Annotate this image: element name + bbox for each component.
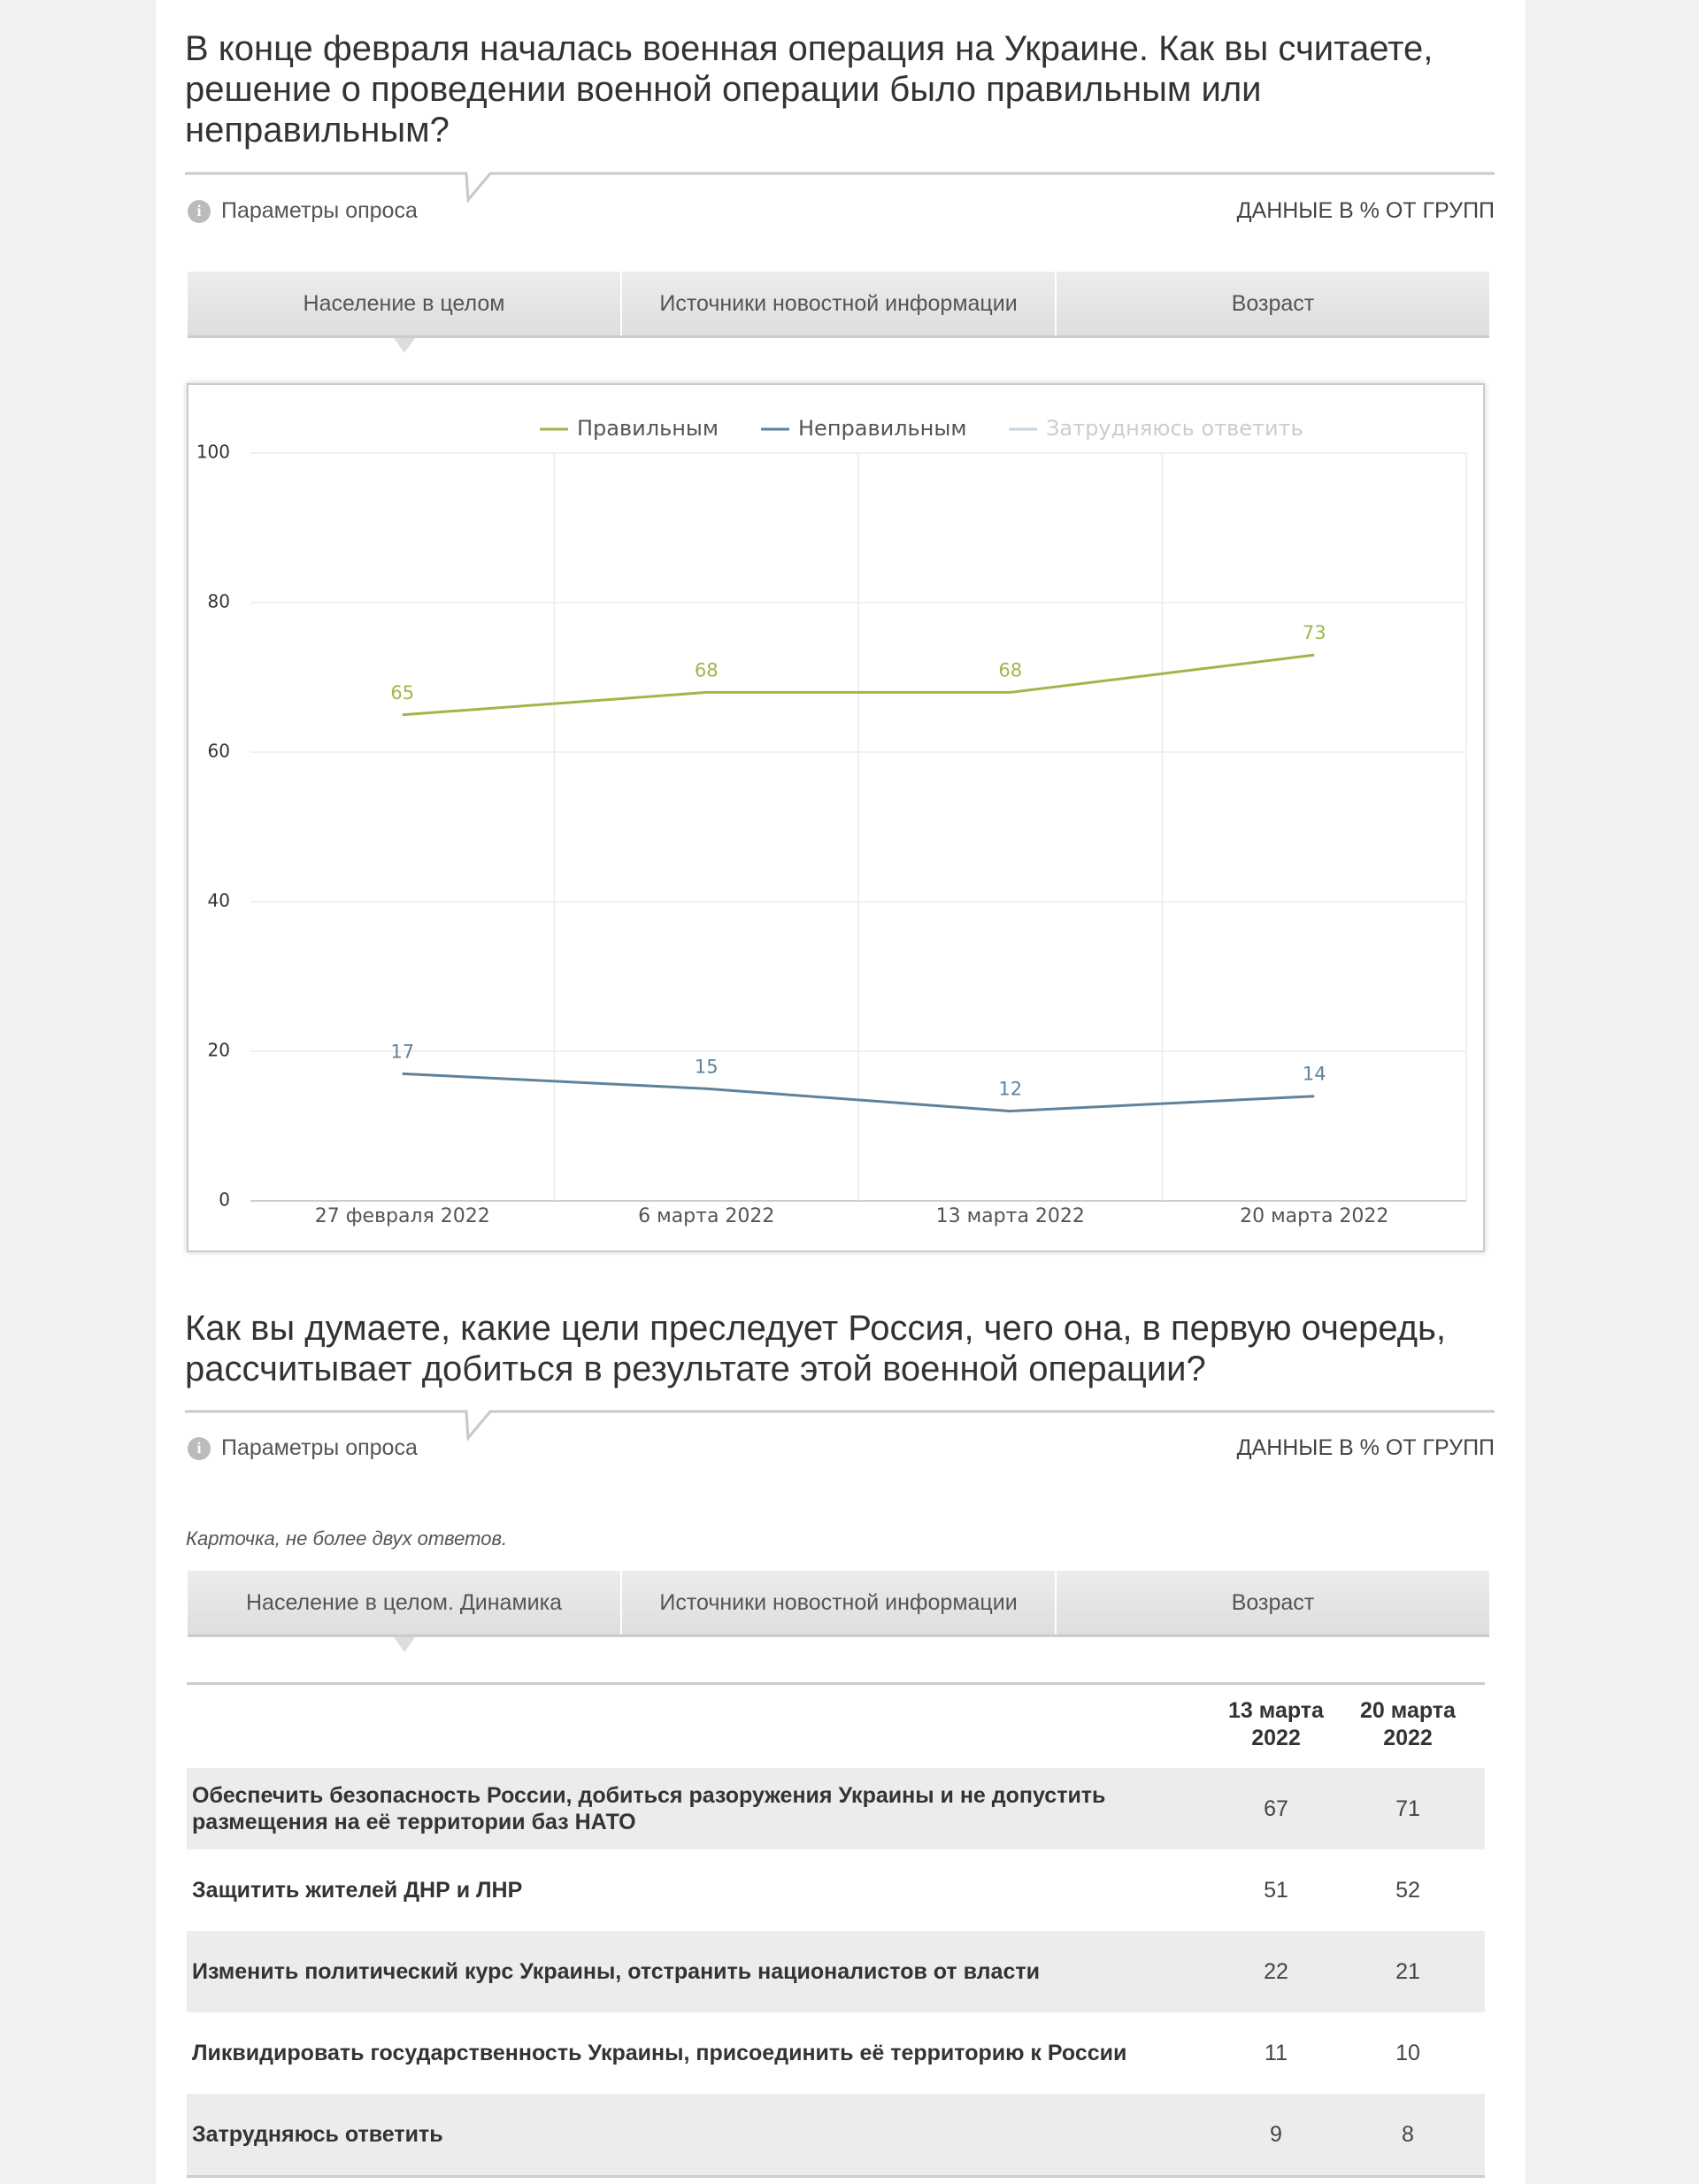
x-tick-label: 13 марта 2022	[936, 1205, 1085, 1227]
cell-value: 10	[1395, 2040, 1420, 2065]
question: В конце февраля началась военная операци…	[185, 29, 1434, 150]
cell-value: 21	[1395, 1958, 1420, 1984]
row-label: Изменить политический курс Украины, отст…	[192, 1959, 1040, 1984]
separator	[185, 172, 1495, 204]
params-label[interactable]: Параметры опроса	[221, 198, 418, 223]
chart-box: 0 20 40 60 80 100 27 февраля 2022 6 марта 2022 1…	[187, 383, 1485, 1252]
y-tick-label: 0	[219, 1189, 230, 1211]
data-note: ДАННЫЕ В % ОТ ГРУПП	[1236, 1435, 1495, 1460]
column-header: 20 марта 2022	[1360, 1698, 1456, 1750]
row-label: Затрудняюсь ответить	[192, 2122, 443, 2147]
data-label: 14	[1303, 1064, 1326, 1085]
chart: 0 20 40 60 80 100 27 февраля 2022 6 марта 2022 1…	[196, 416, 1467, 1227]
legend-label: Затрудняюсь ответить	[1046, 416, 1303, 441]
data-label: 15	[695, 1056, 719, 1077]
legend-item[interactable]: Правильным	[540, 416, 719, 441]
cell-value: 71	[1395, 1796, 1420, 1821]
y-tick-label: 100	[196, 442, 230, 463]
legend-label: Правильным	[577, 416, 719, 441]
table-row: Затрудняюсь ответить 9 8	[187, 2094, 1485, 2175]
x-tick-label: 27 февраля 2022	[315, 1205, 490, 1227]
column-header: 13 марта 2022	[1228, 1698, 1324, 1750]
x-tick-label: 20 марта 2022	[1240, 1205, 1388, 1227]
data-label: 65	[390, 682, 414, 704]
card-note: Карточка, не более двух ответов.	[186, 1527, 508, 1550]
table-top-line	[187, 1682, 1485, 1685]
tab[interactable]: Возраст	[1231, 290, 1315, 316]
y-tick-label: 20	[208, 1040, 230, 1061]
x-tick-label: 6 марта 2022	[638, 1205, 774, 1227]
table-row: Ликвидировать государственность Украины,…	[187, 2012, 1485, 2094]
question: Как вы думаете, какие цели преследует Ро…	[185, 1309, 1446, 1388]
table-bottom-line	[187, 2175, 1485, 2178]
y-tick-label: 60	[208, 741, 230, 762]
data-label: 73	[1303, 622, 1326, 643]
legend-item[interactable]: Затрудняюсь ответить	[1009, 416, 1303, 441]
y-tick-label: 80	[208, 591, 230, 612]
legend-label: Неправильным	[798, 416, 966, 441]
tab[interactable]: Источники новостной информации	[622, 1571, 1057, 1634]
data-label: 12	[998, 1079, 1022, 1100]
data-label: 68	[695, 659, 719, 681]
data-note: ДАННЫЕ В % ОТ ГРУПП	[1236, 198, 1495, 223]
series-line	[402, 1072, 1315, 1113]
tab[interactable]: Возраст	[1231, 1589, 1315, 1615]
cell-value: 11	[1265, 2040, 1288, 2065]
cell-value: 51	[1264, 1877, 1288, 1903]
series-line	[402, 653, 1315, 717]
cell-value: 9	[1270, 2121, 1282, 2147]
row-label: Ликвидировать государственность Украины,…	[192, 2041, 1127, 2065]
tabs: Население в целом Источники новостной ин…	[188, 272, 1489, 353]
row-label: Защитить жителей ДНР и ЛНР	[192, 1878, 523, 1903]
table-row: Обеспечить безопасность России, добиться…	[187, 1768, 1485, 1849]
cell-value: 67	[1264, 1796, 1288, 1821]
tab[interactable]: Население в целом	[188, 272, 622, 353]
separator	[185, 1410, 1495, 1442]
tab[interactable]: Население в целом. Динамика	[188, 1571, 622, 1652]
survey-params[interactable]: i Параметры опроса	[188, 198, 418, 224]
tab[interactable]: Источники новостной информации	[622, 272, 1057, 335]
cell-value: 8	[1402, 2121, 1414, 2147]
params-label[interactable]: Параметры опроса	[221, 1435, 418, 1460]
table-row: Защитить жителей ДНР и ЛНР 51 52	[187, 1849, 1485, 1931]
y-tick-label: 40	[208, 890, 230, 911]
row-label: Обеспечить безопасность России, добиться…	[192, 1783, 1106, 1834]
legend-item[interactable]: Неправильным	[761, 416, 966, 441]
tabs: Население в целом. Динамика Источники но…	[188, 1571, 1489, 1652]
data-label: 17	[390, 1041, 414, 1062]
cell-value: 52	[1395, 1877, 1420, 1903]
survey-params[interactable]: i Параметры опроса	[188, 1435, 418, 1461]
table-row: Изменить политический курс Украины, отст…	[187, 1931, 1485, 2012]
cell-value: 22	[1264, 1958, 1288, 1984]
data-label: 68	[998, 659, 1022, 681]
